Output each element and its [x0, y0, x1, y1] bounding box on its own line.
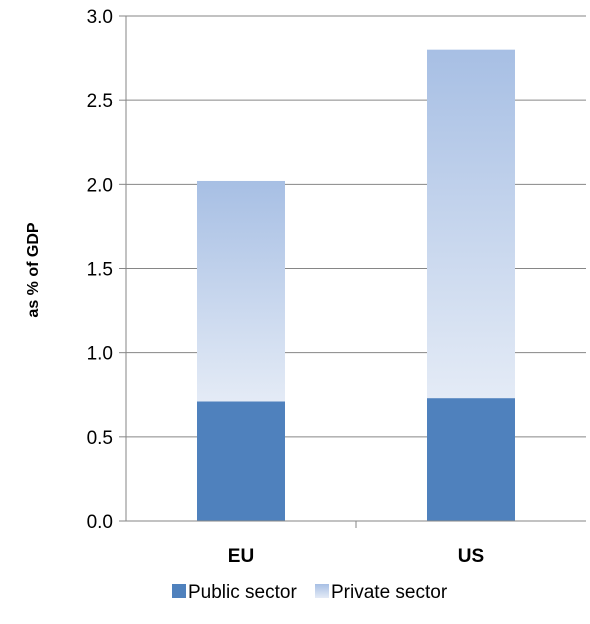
x-tick-label: EU: [228, 546, 254, 567]
legend: Public sector Private sector: [172, 582, 448, 603]
bar-us-private: [427, 49, 515, 399]
y-tick-label: 2.0: [87, 175, 113, 196]
legend-swatch: [315, 584, 329, 598]
legend-swatch: [172, 584, 186, 598]
y-tick-label: 2.5: [87, 91, 113, 112]
y-tick-label: 1.0: [87, 344, 113, 365]
bar-eu-private: [197, 180, 285, 402]
legend-label: Public sector: [188, 582, 297, 603]
bar-eu-public: [197, 401, 285, 521]
y-tick-label: 0.0: [87, 512, 113, 533]
y-axis-title: as % of GDP: [25, 222, 42, 317]
gridlines: [126, 15, 586, 438]
y-tick-label: 3.0: [87, 7, 113, 28]
axes: [119, 15, 586, 528]
tick-labels: 0.0 0.5 1.0 1.5 2.0 2.5 3.0 EU US: [87, 7, 485, 567]
x-tick-label: US: [458, 546, 484, 567]
y-tick-label: 1.5: [87, 260, 113, 281]
bar-us-public: [427, 398, 515, 521]
legend-label: Private sector: [331, 582, 448, 603]
y-tick-label: 0.5: [87, 428, 113, 449]
bars: [197, 49, 515, 521]
